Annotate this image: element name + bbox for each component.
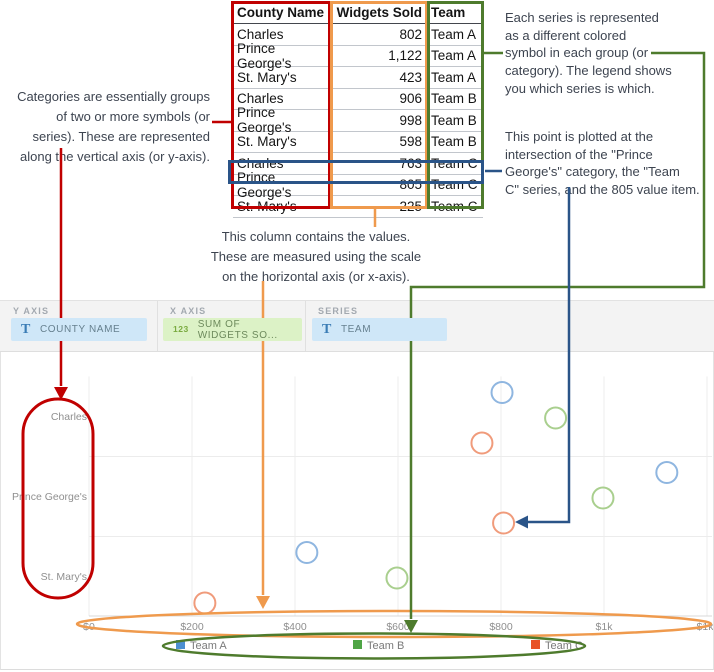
x-axis-field-chip[interactable]: 123 SUM OF WIDGETS SO... <box>163 318 302 341</box>
table-row: St. Mary's 423 Team A <box>233 67 483 89</box>
text-type-icon: T <box>322 321 332 337</box>
x-axis-tick-label: $1k <box>596 621 614 633</box>
table-cell: 802 <box>399 26 422 42</box>
table-cell: Charles <box>237 26 284 42</box>
series-field-label: TEAM <box>340 324 372 335</box>
table-cell: Team A <box>431 48 477 64</box>
table-cell: St. Mary's <box>237 134 297 150</box>
table-cell: Prince George's <box>237 105 292 136</box>
annotation-point: This point is plotted at the intersectio… <box>505 129 700 197</box>
table-cell: Team A <box>431 69 477 85</box>
y-axis-field-label: COUNTY NAME <box>39 324 121 335</box>
annotation-values: This column contains the values. These a… <box>210 229 422 284</box>
table-row: St. Mary's 225 Team C <box>233 196 483 218</box>
annotation-series: Each series is represented as a differen… <box>505 10 672 96</box>
table-cell: Prince George's <box>237 169 292 200</box>
table-cell: St. Mary's <box>237 69 297 85</box>
y-axis-category-label: Prince George's <box>12 491 87 503</box>
legend-swatch-icon <box>531 640 540 649</box>
table-cell: 906 <box>399 91 422 107</box>
scatter-point <box>295 541 319 564</box>
table-cell: 1,122 <box>388 48 422 64</box>
table-cell: Team C <box>431 177 478 193</box>
legend-item-label: Team B <box>367 640 404 652</box>
y-axis-field-chip[interactable]: T COUNTY NAME <box>11 318 147 341</box>
toolbar-divider <box>157 301 158 351</box>
legend-item-label: Team A <box>190 640 227 652</box>
scatter-point <box>591 486 615 510</box>
legend-swatch-icon <box>353 640 362 649</box>
scatter-point <box>193 591 217 615</box>
toolbar-divider <box>305 301 306 351</box>
table-cell: Team B <box>431 112 477 128</box>
table-header-cell: Team <box>431 5 466 20</box>
table-row: Prince George's 1,122 Team A <box>233 41 483 71</box>
table-cell: Team B <box>431 91 477 107</box>
table-cell: 225 <box>399 198 422 214</box>
chart-preview-panel: $0 $200 $400 $600 $800 $1k $1k Charles Prince Ge… <box>0 352 714 670</box>
table-cell: 763 <box>399 155 422 171</box>
table-header-cell: County Name <box>237 5 325 20</box>
scatter-point <box>655 461 679 484</box>
x-axis-section-label: X AXIS <box>170 306 207 316</box>
scatter-point <box>544 406 568 430</box>
x-axis-tick-label: $200 <box>180 621 204 633</box>
y-axis-category-label: St. Mary's <box>41 571 87 583</box>
table-cell: Team C <box>431 198 478 214</box>
text-type-icon: T <box>21 321 31 337</box>
table-cell: Team B <box>431 134 477 150</box>
scatter-point <box>385 566 409 590</box>
table-header-cell: Widgets Sold <box>336 5 422 20</box>
table-cell: Charles <box>237 91 284 107</box>
table-cell: St. Mary's <box>237 198 297 214</box>
x-axis-tick-label: $0 <box>83 621 95 633</box>
table-cell: 998 <box>399 112 422 128</box>
annotation-categories: Categories are essentially groups of two… <box>17 89 210 164</box>
scatter-point <box>470 431 494 455</box>
scatter-point <box>490 381 514 404</box>
table-cell: 805 <box>399 177 422 193</box>
table-row: St. Mary's 598 Team B <box>233 132 483 153</box>
table-cell: Charles <box>237 155 284 171</box>
scatter-chart: $0 $200 $400 $600 $800 $1k $1k Charles Prince Ge… <box>12 376 713 652</box>
table-cell: 598 <box>399 134 422 150</box>
y-axis-section-label: Y AXIS <box>13 306 50 316</box>
x-axis-tick-label: $800 <box>489 621 513 633</box>
table-cell: 423 <box>399 69 422 85</box>
x-axis-tick-label: $400 <box>283 621 307 633</box>
series-section-label: SERIES <box>318 306 359 316</box>
series-field-chip[interactable]: T TEAM <box>312 318 447 341</box>
table-row: Prince George's 805 Team C <box>233 170 483 200</box>
number-type-icon: 123 <box>173 324 189 335</box>
table-row: Prince George's 998 Team B <box>233 105 483 135</box>
x-axis-tick-label: $1k <box>697 621 713 633</box>
table-cell: Team C <box>431 155 478 171</box>
x-axis-tick-label: $600 <box>386 621 410 633</box>
table-cell: Prince George's <box>237 40 292 71</box>
data-table: County Name Widgets Sold Team Charles 802 Tea… <box>233 2 483 218</box>
legend-item-label: Team C <box>545 640 583 652</box>
table-row: Charles 802 Team A <box>233 24 483 46</box>
x-axis-field-label: SUM OF WIDGETS SO... <box>197 318 278 341</box>
table-header-row: County Name Widgets Sold Team <box>233 2 483 24</box>
table-cell: Team A <box>431 26 477 42</box>
y-axis-category-label: Charles <box>51 411 87 423</box>
scatter-point <box>492 511 516 535</box>
legend-swatch-icon <box>176 640 185 649</box>
